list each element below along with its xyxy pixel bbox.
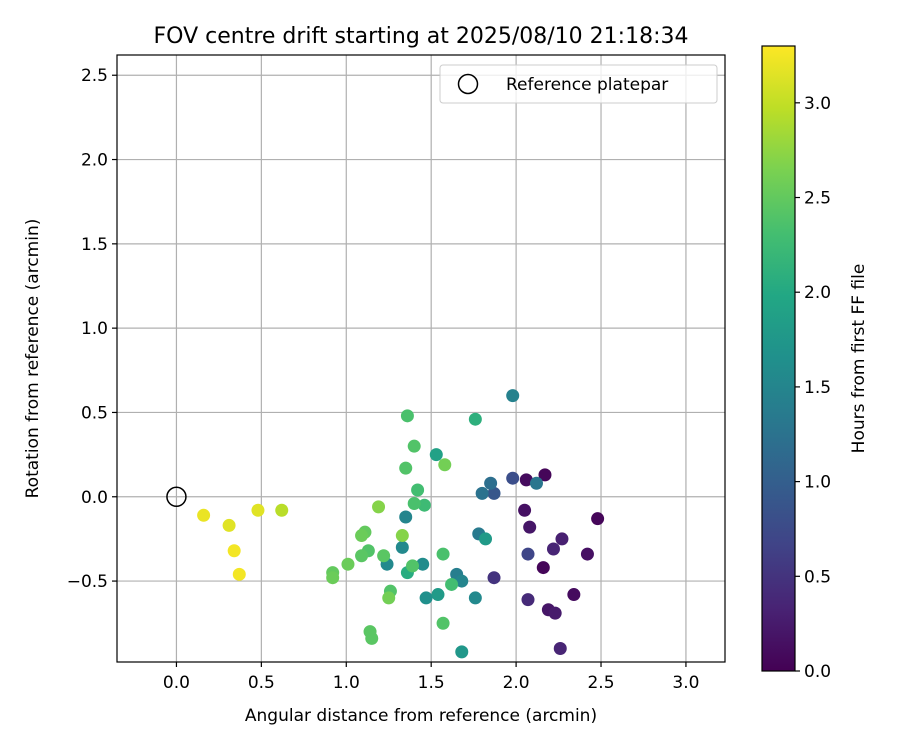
colorbar: 0.0 0.5 1.0 1.5 2.0 2.5 3.0 Hours from first F…: [761, 45, 869, 682]
y-tick-label: −0.5: [67, 572, 108, 592]
scatter-points: [197, 389, 605, 659]
data-point: [479, 532, 493, 546]
colorbar-tick-label: 2.0: [804, 283, 831, 303]
gridlines: [117, 55, 725, 662]
colorbar-label: Hours from first FF file: [849, 264, 869, 454]
legend-box: [439, 64, 718, 104]
data-point: [487, 486, 501, 500]
data-point: [341, 557, 355, 571]
data-point: [484, 476, 498, 490]
x-tick-label: 1.0: [333, 673, 360, 693]
y-axis-label: Rotation from reference (arcmin): [23, 219, 43, 499]
data-point: [475, 486, 489, 500]
y-tick-label: 0.5: [81, 403, 108, 423]
data-point: [395, 529, 409, 543]
data-point: [326, 571, 340, 585]
x-tick-label: 2.5: [587, 673, 614, 693]
data-point: [519, 473, 533, 487]
data-point: [436, 547, 450, 561]
data-point: [416, 557, 430, 571]
data-point: [382, 591, 396, 605]
data-point: [468, 591, 482, 605]
y-tick-label: 0.0: [81, 488, 108, 508]
data-point: [548, 606, 562, 620]
data-point: [455, 574, 469, 588]
x-axis-label: Angular distance from reference (arcmin): [245, 706, 597, 726]
colorbar-gradient: [761, 45, 796, 672]
data-point: [538, 468, 552, 482]
y-tick-label: 2.0: [81, 151, 108, 171]
data-point: [438, 458, 452, 472]
data-point: [521, 593, 535, 607]
data-point: [518, 503, 532, 517]
data-point: [411, 483, 425, 497]
data-point: [546, 542, 560, 556]
legend: Reference platepar: [439, 64, 718, 104]
y-tick-label: 1.0: [81, 319, 108, 339]
data-point: [399, 510, 413, 524]
data-point: [555, 532, 569, 546]
y-tick-label: 1.5: [81, 235, 108, 255]
plot-frame: [116, 54, 726, 663]
reference-platepar-marker: [166, 486, 187, 508]
x-tick-label: 0.0: [163, 673, 190, 693]
colorbar-tick-label: 0.0: [804, 662, 831, 682]
data-point: [445, 577, 459, 591]
data-point: [591, 512, 605, 526]
data-point: [222, 518, 236, 532]
y-tick-label: 2.5: [81, 66, 108, 86]
colorbar-tick-label: 3.0: [804, 94, 831, 114]
data-point: [197, 508, 211, 522]
data-point: [521, 547, 535, 561]
data-point: [407, 497, 421, 511]
data-point: [529, 476, 543, 490]
data-point: [355, 549, 369, 563]
data-point: [431, 588, 445, 602]
legend-label: Reference platepar: [506, 75, 668, 95]
data-point: [395, 540, 409, 554]
data-point: [553, 642, 567, 656]
data-point: [399, 461, 413, 475]
data-point: [400, 409, 414, 423]
x-tick-label: 0.5: [248, 673, 275, 693]
colorbar-tick-label: 2.5: [804, 189, 831, 209]
x-tick-label: 2.0: [503, 673, 530, 693]
data-point: [275, 503, 289, 517]
legend-reference-marker: [457, 73, 479, 95]
chart-title: FOV centre drift starting at 2025/08/10 …: [154, 24, 689, 49]
data-point: [419, 591, 433, 605]
colorbar-ticks: 0.0 0.5 1.0 1.5 2.0 2.5 3.0: [795, 94, 831, 682]
data-point: [536, 561, 550, 575]
data-point: [227, 544, 241, 558]
colorbar-tick-label: 1.5: [804, 378, 831, 398]
x-tick-label: 3.0: [672, 673, 699, 693]
data-point: [487, 571, 501, 585]
data-point: [523, 520, 537, 534]
x-axis-ticks: 0.0 0.5 1.0 1.5 2.0 2.5 3.0: [163, 662, 699, 693]
colorbar-tick-label: 1.0: [804, 473, 831, 493]
data-point: [580, 547, 594, 561]
data-point: [567, 588, 581, 602]
data-point: [417, 498, 431, 512]
data-point: [468, 412, 482, 426]
data-point: [429, 448, 443, 462]
plot-area: 0.0 0.5 1.0 1.5 2.0 2.5 3.0 −0.5 0.0 0.5 1.0 1.5 2.…: [67, 54, 726, 693]
colorbar-tick-label: 0.5: [804, 567, 831, 587]
y-axis-ticks: −0.5 0.0 0.5 1.0 1.5 2.0 2.5: [67, 66, 117, 592]
x-tick-label: 1.5: [418, 673, 445, 693]
data-point: [232, 567, 246, 581]
data-point: [365, 631, 379, 645]
data-point: [436, 616, 450, 630]
data-point: [251, 503, 265, 517]
data-point: [372, 500, 386, 514]
data-point: [377, 549, 391, 563]
data-point: [506, 471, 520, 485]
data-point: [406, 559, 420, 573]
data-point: [355, 529, 369, 543]
data-point: [506, 389, 520, 403]
data-point: [407, 439, 421, 453]
data-point: [455, 645, 469, 659]
